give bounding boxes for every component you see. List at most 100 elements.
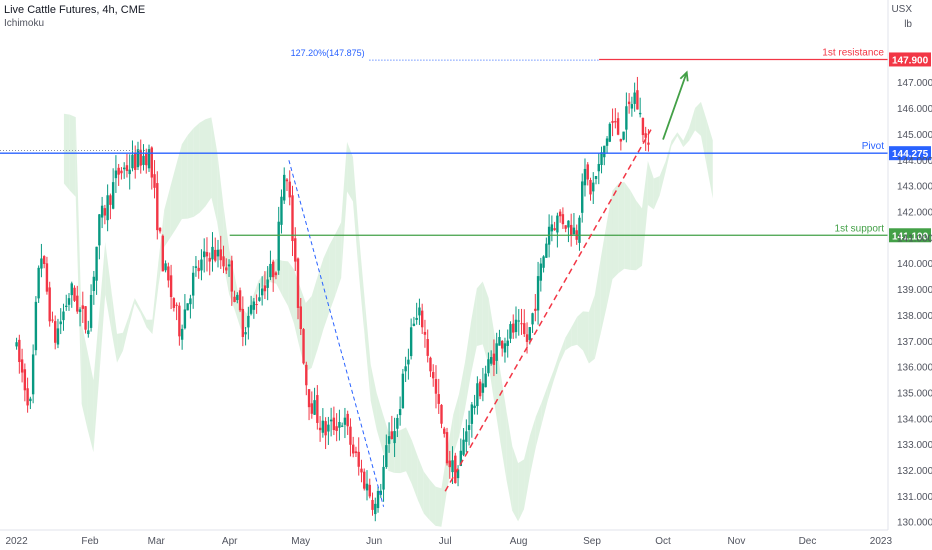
cloud-segment	[99, 241, 106, 376]
cloud-segment	[347, 141, 353, 202]
y-tick-label: 140.000	[897, 259, 932, 270]
candle-body	[614, 121, 617, 123]
cloud-segment	[630, 189, 637, 271]
candle-body	[128, 169, 131, 175]
level-name-resistance: 1st resistance	[822, 47, 884, 58]
cloud-segment	[700, 101, 707, 167]
candle-body	[592, 182, 595, 192]
candle-body	[214, 249, 217, 261]
candle-body	[349, 426, 352, 445]
y-tick-label: 142.000	[897, 208, 932, 219]
candle-body	[597, 163, 600, 172]
candle-body	[415, 317, 418, 320]
cloud-segment	[75, 117, 82, 404]
candle-body	[492, 353, 496, 365]
y-tick-label: 134.000	[897, 414, 932, 425]
cloud-segment	[323, 245, 330, 330]
candle-body	[76, 295, 79, 312]
candle-body	[266, 279, 269, 288]
candle-body	[227, 264, 231, 267]
cloud-segment	[193, 122, 200, 217]
cloud-segment	[223, 203, 230, 295]
x-tick-label: May	[291, 536, 310, 547]
candles	[15, 76, 650, 522]
candle-body	[89, 294, 93, 328]
candle-body	[423, 331, 427, 335]
candle-body	[594, 176, 598, 179]
candle-body	[208, 257, 211, 262]
price-tag-label-resistance: 147.900	[892, 55, 929, 66]
candle-body	[641, 117, 645, 136]
cloud-segment	[317, 258, 324, 350]
cloud-segment	[677, 132, 684, 148]
unit-label-top: USX	[891, 4, 912, 15]
cloud-segment	[305, 296, 312, 372]
candle-body	[296, 258, 300, 308]
candle-body	[194, 266, 198, 268]
x-tick-label: Apr	[222, 536, 238, 547]
candle-body	[520, 323, 523, 325]
price-tag-resistance	[889, 52, 931, 67]
candle-body	[238, 290, 242, 311]
candle-body	[465, 431, 468, 442]
candle-body	[558, 211, 562, 217]
candle-body	[512, 323, 515, 333]
y-tick-label: 132.000	[897, 466, 932, 477]
cloud-segment	[429, 479, 436, 526]
candle-body	[189, 298, 192, 305]
cloud-segment	[311, 276, 318, 368]
candle-body	[398, 409, 402, 416]
candle-body	[205, 252, 209, 257]
candle-body	[608, 123, 612, 142]
cloud-segment	[665, 140, 672, 172]
candle-body	[627, 101, 631, 105]
candle-body	[619, 139, 623, 142]
candle-body	[62, 311, 65, 321]
cloud-segment	[435, 486, 442, 527]
candle-body	[219, 249, 222, 261]
candle-body	[56, 328, 60, 345]
candle-body	[630, 104, 634, 109]
candle-body	[310, 403, 314, 414]
candle-body	[122, 167, 126, 170]
cloud-segment	[559, 337, 566, 364]
cloud-segment	[406, 427, 412, 485]
cloud-segment	[524, 435, 530, 510]
candle-body	[180, 328, 184, 340]
y-tick-label: 137.000	[897, 337, 932, 348]
candle-body	[583, 168, 587, 186]
cloud-segment	[653, 176, 660, 210]
cloud-segment	[535, 402, 542, 448]
cloud-segment	[282, 260, 289, 307]
x-tick-label: Jun	[366, 536, 382, 547]
candle-body	[216, 249, 220, 257]
cloud-segment	[465, 322, 471, 409]
candle-body	[252, 301, 256, 310]
y-tick-label: 141.000	[897, 233, 932, 244]
candle-body	[478, 381, 482, 397]
candle-body	[271, 261, 275, 278]
cloud-segment	[659, 161, 666, 196]
candle-body	[506, 340, 509, 346]
cloud-segment	[128, 298, 135, 327]
cloud-segment	[612, 183, 619, 280]
candle-body	[249, 305, 253, 314]
candle-body	[456, 469, 460, 479]
candle-body	[167, 266, 170, 281]
cloud-segment	[352, 157, 359, 275]
candle-body	[407, 359, 410, 365]
candle-body	[288, 181, 291, 198]
candle-body	[114, 170, 118, 179]
candle-body	[357, 451, 360, 467]
candle-body	[40, 258, 43, 269]
candle-body	[48, 287, 51, 322]
candle-body	[241, 308, 245, 337]
price-tag-support	[889, 228, 931, 243]
candle-body	[26, 388, 29, 406]
cloud-segment	[482, 281, 489, 366]
candle-body	[536, 276, 540, 311]
candle-body	[321, 420, 325, 433]
cloud-segment	[618, 181, 625, 274]
